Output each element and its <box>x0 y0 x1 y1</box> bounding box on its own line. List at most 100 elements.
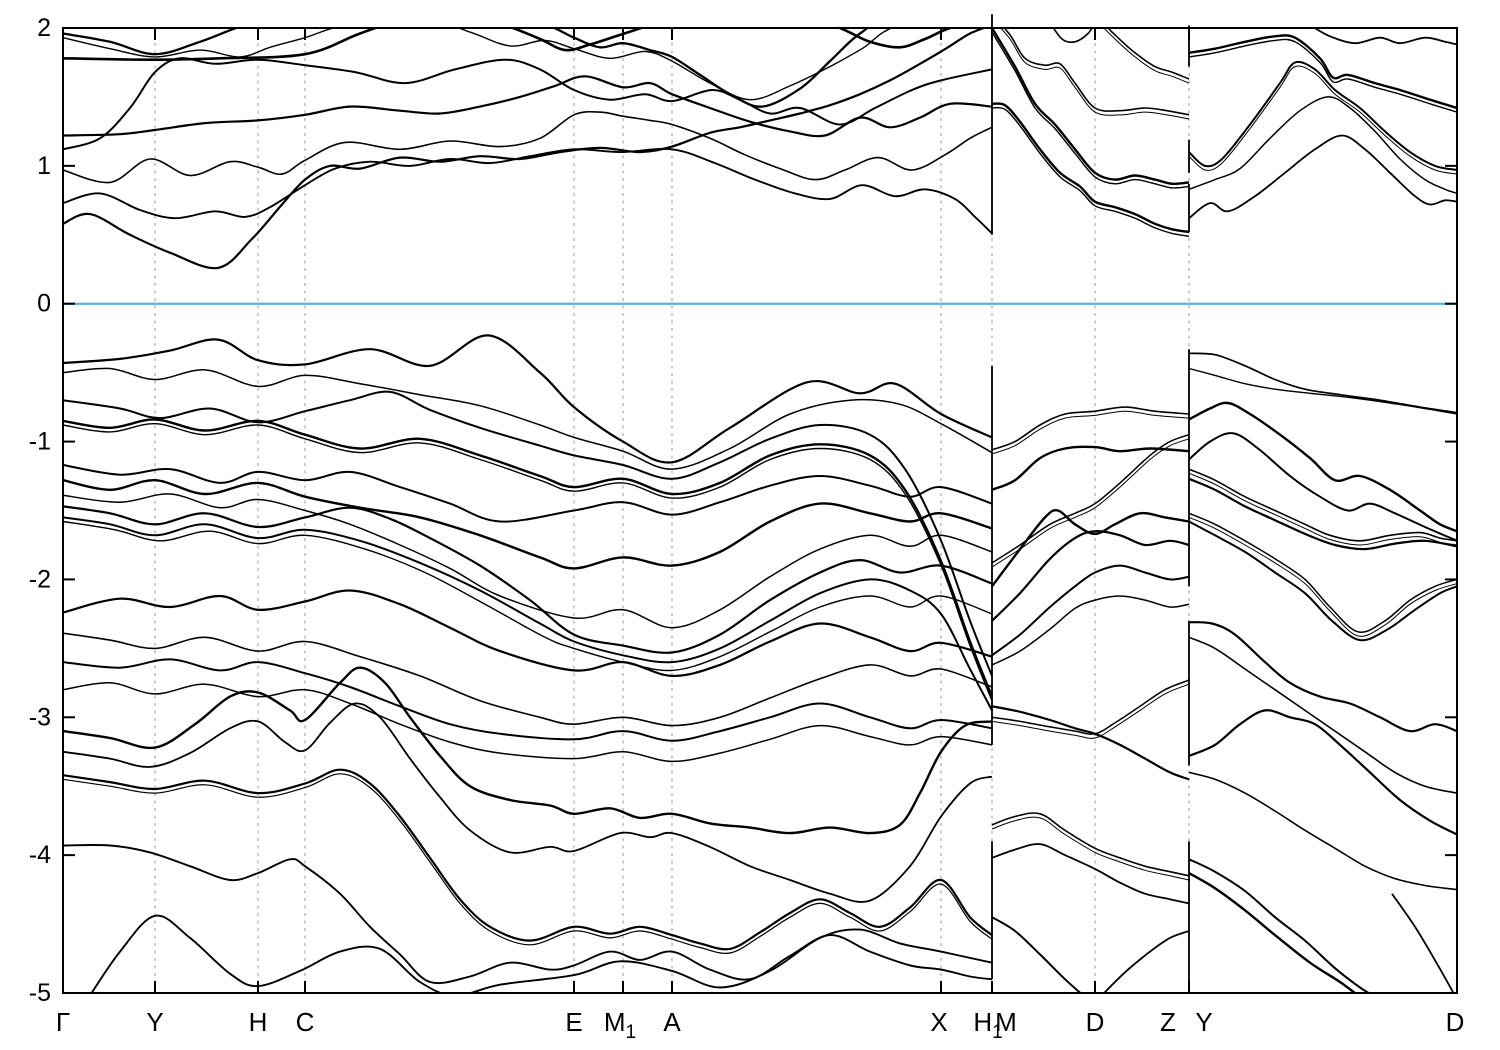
band-curve-valence <box>63 682 993 763</box>
band-curve-conduction <box>1106 28 1190 80</box>
band-curve-valence <box>63 334 993 464</box>
band-curve-valence <box>63 478 993 570</box>
panel-boundaries <box>991 14 1190 993</box>
band-curve-valence <box>63 390 993 677</box>
band-curve-valence-pair <box>1188 516 1457 637</box>
y-tick-label: 1 <box>37 152 51 180</box>
kpoint-label: M <box>995 1007 1017 1037</box>
band-curve-valence <box>991 843 1190 905</box>
band-curve-conduction-pair <box>1103 28 1190 84</box>
band-curve-conduction-pair <box>991 106 1190 237</box>
band-curve-valence <box>63 520 993 672</box>
band-curve-valence-pair <box>991 438 1190 568</box>
band-curve-valence <box>63 418 994 698</box>
band-curve-conduction <box>1052 28 1093 44</box>
band-curve-conduction <box>991 102 1190 234</box>
band-curve-valence <box>1188 432 1457 542</box>
band-curve-valence <box>63 505 993 654</box>
y-tick-label: -2 <box>29 565 51 593</box>
band-curve-conduction-pair <box>1188 65 1457 175</box>
band-curve-conduction <box>1003 28 1190 116</box>
y-tick-label: 2 <box>37 14 51 42</box>
band-curve-valence <box>90 914 993 993</box>
band-curve-valence <box>1188 621 1457 733</box>
band-curve-valence <box>1188 520 1457 642</box>
band-curve-valence <box>63 658 993 742</box>
band-curve-valence <box>991 564 1190 657</box>
band-curve-conduction-pair <box>1000 28 1190 120</box>
y-tick-label: -4 <box>29 841 51 869</box>
band-curve-valence <box>991 530 1190 622</box>
band-curve-valence <box>63 632 993 727</box>
kpoint-label: X <box>930 1007 947 1037</box>
band-curve-valence <box>1188 468 1457 542</box>
kpoint-label: H <box>249 1007 268 1037</box>
band-curve-valence <box>63 464 993 523</box>
band-curve-valence <box>63 589 993 678</box>
band-curve-valence <box>991 705 1190 781</box>
y-tick-label: -5 <box>29 979 51 1007</box>
band-curve-valence <box>63 768 993 951</box>
y-tick-label: 0 <box>37 290 51 318</box>
band-curve-valence <box>1188 872 1357 993</box>
band-curve-valence <box>991 406 1190 451</box>
y-axis-labels: 2 1 0 -1 -2 -3 -4 -5 <box>29 14 51 1007</box>
band-curve-conduction-pair <box>1188 38 1457 113</box>
band-curve-valence <box>991 812 1190 877</box>
band-curve-conduction <box>63 147 993 235</box>
band-curve-conduction <box>63 110 993 184</box>
band-curve-valence <box>1391 893 1455 993</box>
kpoint-label: Y <box>1195 1007 1212 1037</box>
kpoint-label: A <box>663 1007 681 1037</box>
band-curve-valence <box>1188 401 1457 533</box>
band-curve-valence <box>991 595 1190 666</box>
band-curve-valence <box>63 493 993 629</box>
band-curve-valence <box>991 509 1190 588</box>
band-curve-valence <box>63 666 993 835</box>
band-curve-valence <box>1188 512 1457 633</box>
band-curve-valence <box>1102 930 1190 993</box>
kpoint-label: Z <box>1160 1007 1176 1037</box>
band-curve-valence <box>63 516 993 711</box>
y-tick-label: -1 <box>29 428 51 456</box>
band-curve-valence-pair <box>63 422 993 701</box>
band-curve-valence-pair <box>63 773 993 955</box>
band-curve-valence <box>1188 858 1371 993</box>
kpoint-label: Γ <box>56 1007 70 1037</box>
band-curve-valence <box>1188 477 1457 551</box>
band-curve-conduction <box>1188 60 1457 171</box>
band-curve-valence <box>1188 709 1457 836</box>
band-curve-valence-pair <box>991 683 1190 739</box>
kpoint-label: D <box>1446 1007 1465 1037</box>
band-curve-valence-pair <box>991 816 1190 881</box>
band-curve-valence <box>1188 636 1457 794</box>
band-curve-conduction <box>1188 96 1457 195</box>
band-curve-conduction <box>1188 134 1457 219</box>
band-curve-conduction <box>990 28 1190 186</box>
kpoint-label: E <box>565 1007 582 1037</box>
plot-frame <box>62 27 1458 994</box>
band-curve-valence-pair <box>1188 472 1457 546</box>
band-curve-valence <box>63 367 993 470</box>
band-curve-conduction-pair <box>991 31 1190 189</box>
y-tick-label: -3 <box>29 703 51 731</box>
band-curve-valence <box>63 844 993 985</box>
band-curve-valence <box>991 445 1190 491</box>
band-curve-valence <box>63 702 993 903</box>
axis-ticks <box>62 27 1458 994</box>
band-curve-conduction <box>63 28 988 270</box>
band-curve-valence-pair <box>991 410 1190 455</box>
kpoint-label: Y <box>146 1007 163 1037</box>
band-curve-valence <box>1188 771 1457 891</box>
kpoint-label: D <box>1086 1007 1105 1037</box>
kpoint-label: C <box>296 1007 315 1037</box>
band-curve-valence <box>1188 367 1457 415</box>
band-curve-conduction <box>63 28 955 62</box>
band-curve-conduction <box>63 75 993 138</box>
band-curve-conduction <box>1188 34 1457 110</box>
band-curve-conduction <box>63 57 993 151</box>
band-curve-valence <box>991 916 1082 993</box>
band-curve-conduction <box>63 28 870 108</box>
